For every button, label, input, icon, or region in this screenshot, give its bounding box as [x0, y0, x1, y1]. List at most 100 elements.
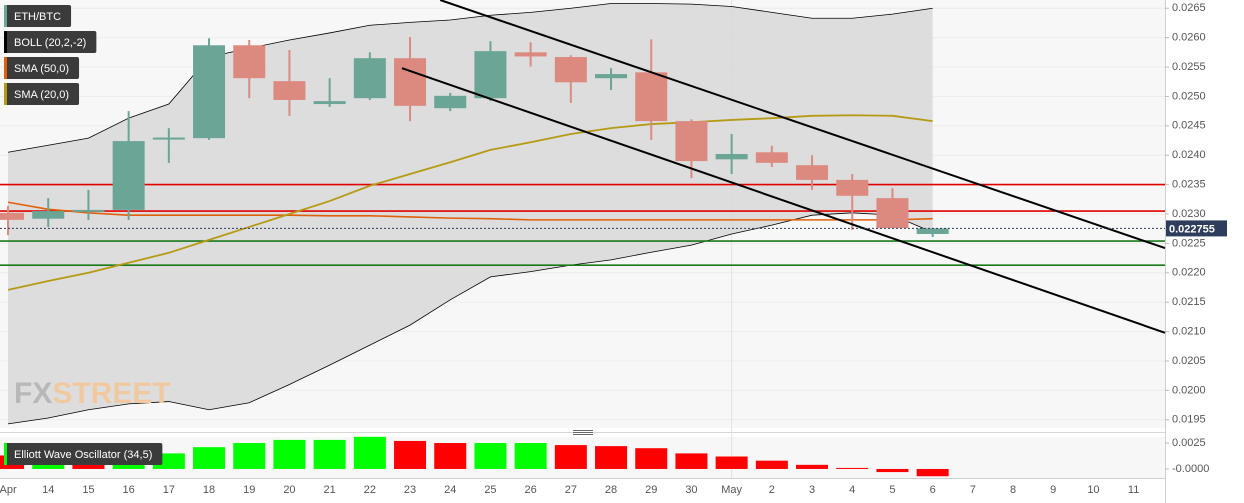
watermark-street: STREET	[52, 377, 170, 410]
trend-line	[439, 0, 1166, 250]
x-tick-label: 23	[404, 484, 416, 496]
legend-box	[4, 57, 80, 79]
bollinger-upper	[7, 3, 933, 153]
sma-50	[7, 201, 933, 221]
oscillator-bar	[675, 453, 708, 469]
y-tick-label: -0.0000	[1172, 463, 1209, 475]
y-tick-label: 0.0210	[1172, 325, 1206, 337]
y-tick-label: 0.0205	[1172, 355, 1206, 367]
watermark: FXSTREET	[14, 377, 171, 410]
x-tick-label: 16	[123, 484, 135, 496]
x-tick-label: 10	[1087, 484, 1099, 496]
y-tick-label: 0.0025	[1172, 437, 1206, 449]
oscillator-title: Elliott Wave Oscillator (34,5)	[14, 449, 152, 461]
candle-body	[193, 45, 226, 139]
x-tick-label: 29	[645, 484, 657, 496]
x-tick-label: 9	[1050, 484, 1056, 496]
legend-label: SMA (50,0)	[14, 63, 69, 75]
trend-line	[401, 67, 1166, 334]
x-tick-label: 3	[809, 484, 815, 496]
y-tick-label: 0.0265	[1172, 2, 1206, 14]
y-tick-label: 0.0250	[1172, 90, 1206, 102]
legend-box	[4, 83, 80, 105]
x-tick-label: 5	[889, 484, 895, 496]
oscillator-bar	[635, 448, 668, 469]
candle-body	[313, 101, 346, 105]
y-tick-label: 0.0240	[1172, 149, 1206, 161]
candle-body	[635, 72, 668, 122]
x-tick-label: 14	[42, 484, 54, 496]
candle-body	[474, 51, 507, 99]
x-tick-label: 26	[525, 484, 537, 496]
candle-body	[715, 154, 748, 160]
candle-body	[353, 58, 386, 99]
x-tick-label: 22	[364, 484, 376, 496]
candle-body	[0, 212, 25, 220]
oscillator-bar	[394, 440, 427, 469]
legend-swatch	[4, 5, 7, 27]
oscillator-bar	[755, 460, 788, 469]
x-tick-label: 30	[685, 484, 697, 496]
candle-body	[554, 57, 587, 83]
oscillator-bar	[554, 445, 587, 469]
legend-box	[4, 443, 163, 465]
splitter-handle[interactable]	[573, 430, 593, 435]
last-price-label: 0.022755	[1169, 223, 1215, 235]
legend-label: BOLL (20,2,-2)	[14, 37, 86, 49]
oscillator-bar	[273, 439, 306, 469]
candle-body	[152, 137, 185, 140]
legend-label: SMA (20,0)	[14, 89, 69, 101]
candle-body	[112, 141, 145, 210]
y-tick-label: 0.0195	[1172, 414, 1206, 426]
y-tick-label: 0.0245	[1172, 120, 1206, 132]
oscillator-bar	[193, 447, 226, 469]
y-tick-label: 0.0230	[1172, 208, 1206, 220]
oscillator-bar	[353, 436, 386, 469]
x-tick-label: 4	[849, 484, 855, 496]
candle-body	[514, 52, 547, 57]
x-tick-label: Apr	[0, 484, 17, 496]
candle-body	[836, 179, 869, 196]
bollinger-lower	[7, 212, 933, 425]
oscillator-bar	[434, 443, 467, 469]
candle-body	[273, 81, 306, 100]
legend-swatch	[4, 57, 7, 79]
x-tick-label: 2	[769, 484, 775, 496]
legend-swatch	[4, 31, 7, 53]
x-tick-label: 19	[243, 484, 255, 496]
y-tick-label: 0.0215	[1172, 296, 1206, 308]
y-tick-label: 0.0200	[1172, 384, 1206, 396]
x-tick-label: 15	[82, 484, 94, 496]
candle-body	[675, 121, 708, 162]
x-tick-label: 17	[163, 484, 175, 496]
x-tick-label: 18	[203, 484, 215, 496]
legend-box	[4, 5, 72, 27]
oscillator-bar	[715, 456, 748, 469]
y-tick-label: 0.0235	[1172, 179, 1206, 191]
x-tick-label: 6	[930, 484, 936, 496]
x-tick-label: 8	[1010, 484, 1016, 496]
x-tick-label: 24	[444, 484, 456, 496]
candle-body	[755, 152, 788, 163]
oscillator-bar	[233, 443, 266, 469]
candle-body	[916, 228, 949, 234]
candle-body	[595, 74, 628, 79]
legend-box	[4, 31, 97, 53]
watermark-fx: FX	[14, 377, 52, 410]
x-tick-label: 27	[565, 484, 577, 496]
x-tick-label: 7	[970, 484, 976, 496]
legend-swatch	[4, 83, 7, 105]
oscillator-bar	[796, 464, 829, 469]
oscillator-bar	[595, 446, 628, 469]
y-tick-label: 0.0225	[1172, 237, 1206, 249]
candle-body	[796, 165, 829, 180]
candle-body	[32, 211, 65, 219]
legend-label: ETH/BTC	[14, 11, 61, 23]
last-price-tag	[1166, 220, 1227, 237]
x-tick-label: May	[721, 484, 742, 496]
y-tick-label: 0.0220	[1172, 267, 1206, 279]
candle-body	[394, 58, 427, 106]
candle-body	[72, 209, 105, 212]
x-tick-label: 11	[1128, 484, 1139, 496]
